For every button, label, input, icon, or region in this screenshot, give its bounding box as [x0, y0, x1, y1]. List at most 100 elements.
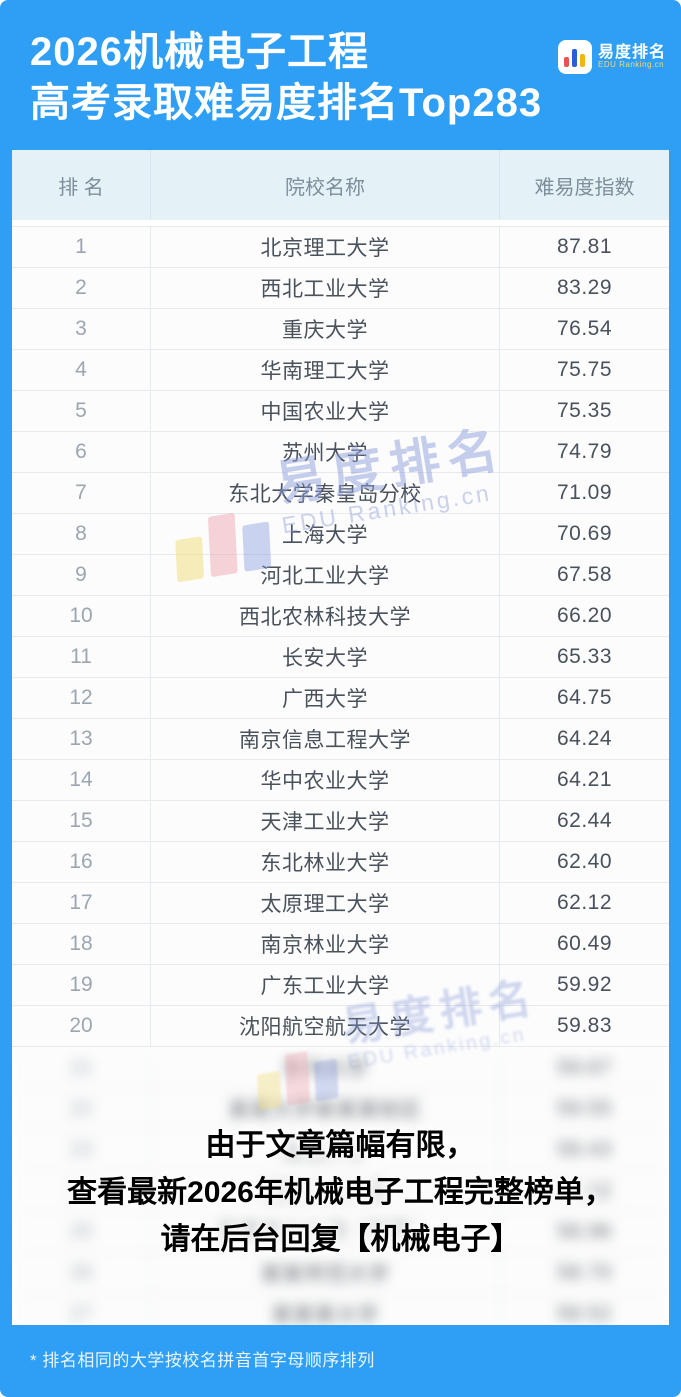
table-row: 3 重庆大学 76.54 [12, 309, 669, 350]
rank-cell: 21 [69, 1056, 93, 1079]
difficulty-index-cell: 74.79 [556, 440, 613, 463]
university-name-cell: 河北工业大学 [150, 555, 500, 595]
university-name-cell: 广西大学 [150, 678, 500, 718]
truncation-notice-line-1: 由于文章篇幅有限， [205, 1129, 476, 1162]
table-row: 9 河北工业大学 67.58 [12, 555, 669, 596]
rank-cell: 4 [75, 358, 87, 381]
truncation-notice-line-3: 请在后台回复【机械电子】 [160, 1223, 521, 1256]
rank-cell: 27 [69, 1302, 93, 1325]
university-name-cell: 长安大学 [150, 637, 500, 677]
column-header-index: 难易度指数 [534, 176, 635, 199]
rank-cell: 7 [75, 481, 87, 504]
truncation-notice: 由于文章篇幅有限， 查看最新2026年机械电子工程完整榜单， 请在后台回复【机械… [12, 1122, 669, 1263]
table-row: 17 太原理工大学 62.12 [12, 883, 669, 924]
difficulty-index-cell: 58.52 [556, 1302, 613, 1325]
table-row: 27 某某某大学 58.52 [12, 1294, 669, 1325]
rank-cell: 17 [69, 891, 93, 914]
table-row: 6 苏州大学 74.79 [12, 432, 669, 473]
university-name-cell: 某某师范大学 [150, 1253, 500, 1293]
column-header-name: 院校名称 [150, 150, 500, 220]
university-name-cell: 西北工业大学 [150, 268, 500, 308]
university-name-cell: 中国农业大学 [150, 391, 500, 431]
page-title-line-1: 2026机械电子工程 [30, 30, 369, 74]
university-name-cell: 广东工业大学 [150, 965, 500, 1005]
brand-name-en: EDU Ranking.cn [597, 60, 665, 70]
rank-cell: 20 [69, 1014, 93, 1037]
rank-cell: 8 [75, 522, 87, 545]
university-name-cell: 北京理工大学 [150, 227, 500, 267]
university-name-cell: 天津工业大学 [150, 801, 500, 841]
difficulty-index-cell: 65.33 [556, 645, 613, 668]
difficulty-index-cell: 62.12 [556, 891, 613, 914]
difficulty-index-cell: 87.81 [556, 235, 613, 258]
table-row: 25 某某电力大学（某某） 58.96 [12, 1212, 669, 1253]
university-name-cell: 某某电力大学（某某） [150, 1212, 500, 1252]
difficulty-index-cell: 83.29 [556, 276, 613, 299]
table-row: 15 天津工业大学 62.44 [12, 801, 669, 842]
difficulty-index-cell: 59.43 [556, 1138, 613, 1161]
table-row: 5 中国农业大学 75.35 [12, 391, 669, 432]
rank-cell: 16 [69, 850, 93, 873]
rank-cell: 15 [69, 809, 93, 832]
difficulty-index-cell: 59.92 [556, 973, 613, 996]
truncation-notice-line-2: 查看最新2026年机械电子工程完整榜单， [67, 1176, 614, 1209]
footer: * 排名相同的大学按校名拼音首字母顺序排列 [0, 1325, 681, 1397]
university-name-cell: 东北林业大学 [150, 842, 500, 882]
bar-chart-icon [557, 40, 592, 74]
footnote: * 排名相同的大学按校名拼音首字母顺序排列 [30, 1351, 375, 1370]
university-name-cell: 某某大学 [150, 1130, 500, 1170]
rank-cell: 6 [75, 440, 87, 463]
table-row: 2 西北工业大学 83.29 [12, 268, 669, 309]
difficulty-index-cell: 70.69 [556, 522, 613, 545]
university-name-cell: 华中农业大学 [150, 760, 500, 800]
difficulty-index-cell: 76.54 [556, 317, 613, 340]
university-name-cell: 东华大学 [150, 1048, 500, 1088]
university-name-cell: 华南理工大学 [150, 350, 500, 390]
table-row: 8 上海大学 70.69 [12, 514, 669, 555]
rank-cell: 11 [70, 645, 92, 668]
difficulty-index-cell: 75.35 [556, 399, 613, 422]
difficulty-index-cell: 58.96 [556, 1220, 613, 1243]
table-row: 10 西北农林科技大学 66.20 [12, 596, 669, 637]
table-row: 19 广东工业大学 59.92 [12, 965, 669, 1006]
university-name-cell: 上海大学 [150, 514, 500, 554]
table-row: 14 华中农业大学 64.21 [12, 760, 669, 801]
rank-cell: 19 [69, 973, 93, 996]
university-name-cell: 西北农林科技大学 [150, 596, 500, 636]
table-header-row: 排 名 院校名称 难易度指数 [12, 150, 669, 220]
header: 2026机械电子工程 高考录取难易度排名Top283 易度排名 EDU Rank… [0, 0, 681, 150]
rank-cell: 18 [69, 932, 93, 955]
difficulty-index-cell: 64.75 [556, 686, 613, 709]
rank-cell: 12 [69, 686, 93, 709]
table-row: 21 东华大学 59.67 [12, 1048, 669, 1089]
difficulty-index-cell: 59.12 [556, 1179, 613, 1202]
difficulty-index-cell: 58.70 [556, 1261, 613, 1284]
rank-cell: 24 [69, 1179, 93, 1202]
table-row: 18 南京林业大学 60.49 [12, 924, 669, 965]
table-row: 13 南京信息工程大学 64.24 [12, 719, 669, 760]
difficulty-index-cell: 62.44 [556, 809, 613, 832]
university-name-cell: 苏州大学 [150, 432, 500, 472]
university-name-cell: 某某某大学 [150, 1294, 500, 1325]
table-body: 1 北京理工大学 87.81 2 西北工业大学 83.29 3 重庆大学 76.54 4 华南理工大… [12, 226, 669, 1047]
brand-name: 易度排名 EDU Ranking.cn [598, 44, 666, 70]
university-name-cell: 某某工业大学 [150, 1171, 500, 1211]
difficulty-index-cell: 66.20 [556, 604, 613, 627]
column-header-rank: 排 名 [58, 176, 104, 199]
table-row: 16 东北林业大学 62.40 [12, 842, 669, 883]
university-name-cell: 重庆大学 [150, 309, 500, 349]
table-row: 7 东北大学秦皇岛分校 71.09 [12, 473, 669, 514]
difficulty-index-cell: 71.09 [556, 481, 613, 504]
table-row: 12 广西大学 64.75 [12, 678, 669, 719]
rank-cell: 10 [69, 604, 93, 627]
difficulty-index-cell: 64.21 [556, 768, 613, 791]
university-name-cell: 南京林业大学 [150, 924, 500, 964]
table-row: 20 沈阳航空航天大学 59.83 [12, 1006, 669, 1047]
difficulty-index-cell: 59.67 [556, 1056, 613, 1079]
rank-cell: 9 [75, 563, 87, 586]
table-row: 22 某某大学某某某校区 59.55 [12, 1089, 669, 1130]
difficulty-index-cell: 59.55 [556, 1097, 613, 1120]
difficulty-index-cell: 62.40 [556, 850, 613, 873]
table-row: 23 某某大学 59.43 [12, 1130, 669, 1171]
table-row: 24 某某工业大学 59.12 [12, 1171, 669, 1212]
